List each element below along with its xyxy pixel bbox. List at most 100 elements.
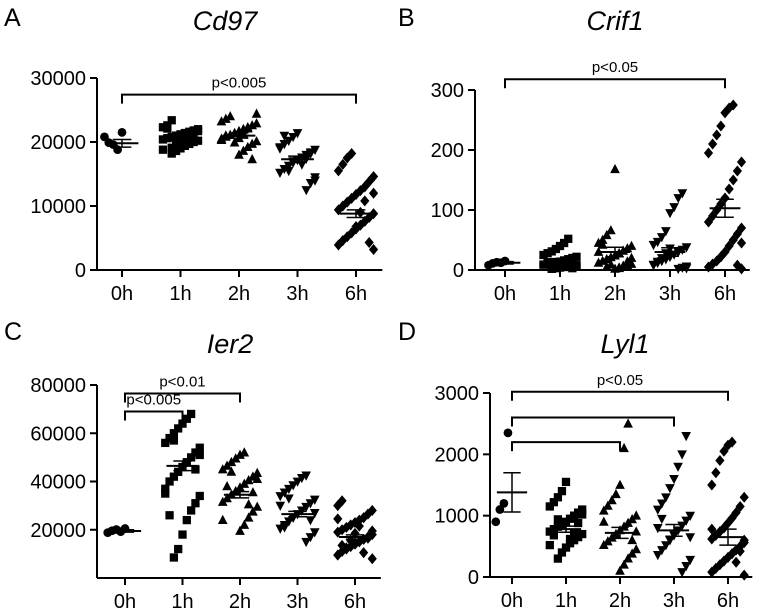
- data-point: [247, 138, 257, 148]
- data-point: [368, 208, 379, 220]
- data-point: [708, 258, 718, 270]
- data-point: [309, 508, 320, 519]
- significance-bracket: [121, 93, 357, 104]
- data-point: [333, 165, 344, 177]
- data-point: [338, 235, 348, 247]
- data-point: [685, 533, 696, 543]
- data-point: [226, 466, 237, 476]
- y-tick-label: 10000: [30, 196, 86, 218]
- data-point: [185, 139, 194, 149]
- data-point: [186, 506, 196, 515]
- data-point: [578, 510, 587, 519]
- data-point: [351, 220, 361, 232]
- data-point: [161, 489, 170, 498]
- significance-label: p<0.05: [592, 59, 638, 76]
- data-point: [578, 505, 587, 514]
- data-point: [661, 227, 671, 237]
- data-point: [707, 479, 717, 491]
- data-point: [557, 548, 567, 557]
- data-point: [631, 510, 642, 520]
- data-point: [189, 129, 198, 138]
- x-tick-label: 2h: [604, 283, 626, 305]
- data-point: [305, 149, 316, 159]
- significance-bracket: [511, 390, 729, 401]
- data-point: [342, 231, 352, 243]
- data-point: [739, 534, 749, 546]
- data-point: [681, 432, 691, 442]
- data-point: [597, 234, 608, 244]
- data-point: [707, 523, 717, 535]
- data-point: [347, 148, 357, 160]
- data-point: [239, 519, 250, 529]
- data-point: [305, 499, 316, 509]
- data-point: [572, 262, 581, 271]
- data-point: [685, 511, 696, 521]
- data-point: [623, 553, 633, 563]
- x-tick-label: 0h: [494, 283, 516, 305]
- data-point: [627, 534, 637, 545]
- data-point: [222, 481, 232, 491]
- y-tick-label: 20000: [30, 520, 86, 542]
- data-point: [657, 499, 667, 509]
- data-point: [597, 239, 608, 249]
- data-point: [221, 113, 231, 123]
- data-point: [601, 229, 612, 240]
- significance-bracket: [124, 392, 241, 403]
- data-point: [191, 465, 200, 474]
- data-point: [555, 261, 565, 270]
- x-tick-label: 0h: [114, 591, 136, 611]
- significance-label: p<0.05: [597, 372, 643, 389]
- data-point: [681, 264, 692, 274]
- data-point: [158, 145, 168, 154]
- y-tick-label: 0: [75, 260, 86, 282]
- data-point: [288, 481, 299, 491]
- data-point: [193, 136, 203, 145]
- data-point: [732, 259, 742, 271]
- data-point: [623, 418, 633, 428]
- x-tick-label: 0h: [501, 590, 523, 611]
- data-point: [732, 228, 742, 240]
- data-point: [338, 158, 348, 170]
- data-point: [631, 544, 642, 554]
- significance-label: p<0.01: [159, 373, 205, 390]
- data-point: [283, 161, 294, 171]
- data-point: [657, 514, 667, 525]
- chart-title: Cd97: [193, 6, 259, 36]
- significance-bracket: [511, 441, 621, 452]
- data-point: [626, 240, 637, 250]
- data-point: [252, 473, 263, 483]
- data-point: [716, 120, 726, 132]
- data-point: [176, 144, 185, 153]
- data-point: [180, 128, 190, 138]
- data-point: [182, 515, 191, 525]
- data-point: [712, 129, 722, 141]
- data-point: [614, 262, 624, 273]
- data-point: [169, 429, 179, 438]
- panel-label: B: [398, 4, 415, 32]
- data-point: [193, 126, 203, 136]
- data-point: [615, 479, 625, 489]
- chart-title: Lyl1: [600, 329, 649, 359]
- series-1h: [545, 477, 587, 563]
- data-point: [732, 165, 742, 177]
- data-point: [354, 520, 364, 532]
- series-6h: [333, 495, 377, 565]
- data-point: [169, 436, 179, 445]
- data-point: [543, 258, 552, 267]
- data-point: [367, 525, 377, 537]
- panel-label: A: [4, 4, 21, 32]
- data-point: [248, 506, 258, 516]
- data-point: [195, 443, 204, 452]
- data-point: [598, 505, 609, 515]
- data-point: [171, 131, 181, 140]
- x-tick-label: 1h: [555, 590, 577, 611]
- data-point: [603, 500, 613, 510]
- x-tick-label: 6h: [345, 283, 367, 305]
- data-point: [677, 568, 687, 578]
- data-point: [333, 513, 343, 525]
- data-point: [661, 541, 671, 551]
- data-point: [185, 127, 194, 136]
- data-point: [739, 569, 749, 581]
- data-point: [161, 438, 170, 448]
- data-point: [652, 524, 663, 534]
